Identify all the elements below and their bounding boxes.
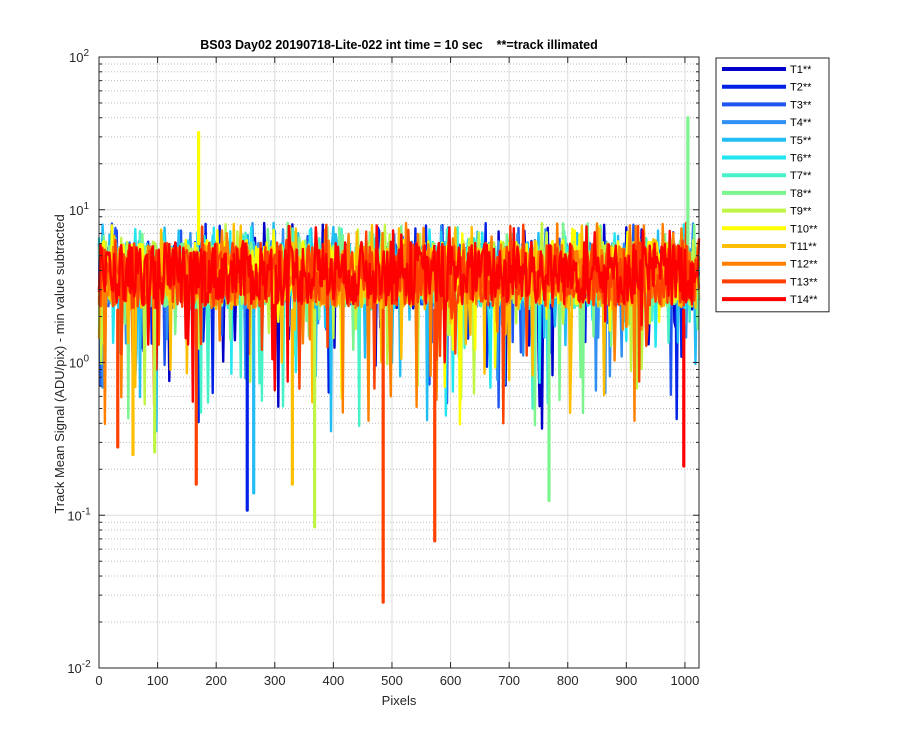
x-tick-label: 0 — [95, 673, 102, 688]
x-tick-label: 300 — [264, 673, 286, 688]
x-axis-label: Pixels — [382, 693, 417, 708]
y-tick-label: 100 — [69, 354, 89, 371]
x-tick-label: 500 — [381, 673, 403, 688]
legend-label: T13** — [790, 276, 818, 288]
legend-label: T5** — [790, 135, 812, 147]
y-tick-label: 102 — [69, 48, 89, 65]
legend-label: T1** — [790, 64, 812, 76]
y-tick-label: 10-1 — [67, 506, 91, 523]
x-tick-label: 100 — [147, 673, 169, 688]
legend-label: T3** — [790, 99, 812, 111]
y-tick-label: 101 — [69, 201, 89, 218]
legend-label: T2** — [790, 82, 812, 94]
legend-label: T10** — [790, 223, 818, 235]
legend-label: T14** — [790, 294, 818, 306]
y-axis-label: Track Mean Signal (ADU/pix) - min value … — [52, 214, 67, 513]
legend: T1** T2** T3** T4** T5** T6** T7** T8** T9** T10*… — [715, 57, 830, 313]
x-tick-label: 800 — [557, 673, 579, 688]
x-tick-label: 200 — [205, 673, 227, 688]
x-tick-label: 600 — [440, 673, 462, 688]
x-tick-label: 700 — [498, 673, 520, 688]
series-line-T14 — [97, 224, 701, 403]
legend-label: T12** — [790, 259, 818, 271]
legend-box — [715, 57, 830, 313]
plot-area: 10-2 10-1 100 101 102 0 100 200 300 400 500 600 700 8… — [67, 48, 701, 688]
x-tick-label: 1000 — [670, 673, 699, 688]
series-lines — [97, 221, 701, 433]
legend-label: T4** — [790, 117, 812, 129]
chart-title: BS03 Day02 20190718-Lite-022 int time = … — [200, 38, 597, 52]
spikes — [116, 116, 690, 604]
legend-label: T11** — [790, 241, 817, 253]
legend-label: T8** — [790, 188, 812, 200]
legend-label: T6** — [790, 153, 812, 165]
x-tick-label: 900 — [615, 673, 637, 688]
x-tick-label: 400 — [323, 673, 345, 688]
legend-label: T9** — [790, 206, 812, 218]
legend-label: T7** — [790, 170, 812, 182]
y-tick-label: 10-2 — [67, 659, 91, 676]
